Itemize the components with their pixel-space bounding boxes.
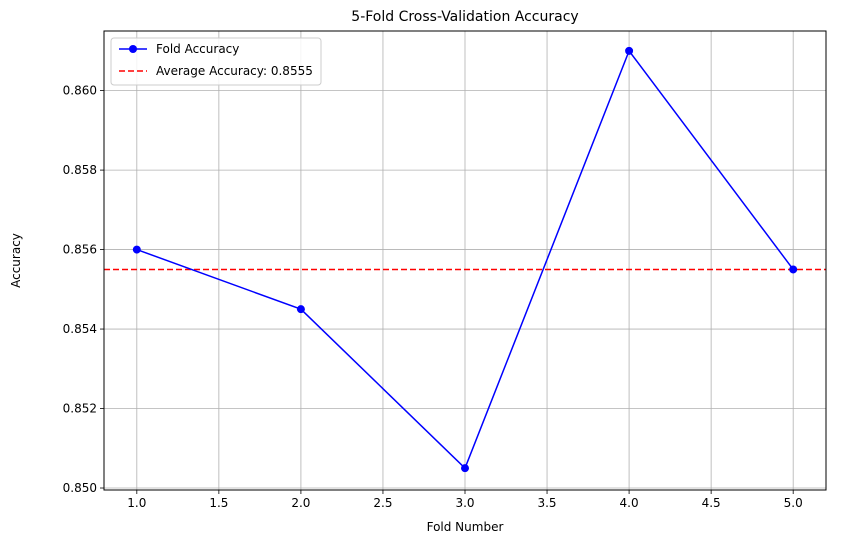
- x-tick-label: 1.0: [127, 496, 146, 510]
- data-point: [461, 464, 469, 473]
- x-axis-label: Fold Number: [427, 520, 504, 534]
- x-tick-label: 3.5: [537, 496, 556, 510]
- x-tick-label: 2.0: [291, 496, 310, 510]
- x-tick-label: 2.5: [373, 496, 392, 510]
- x-tick-label: 1.5: [209, 496, 228, 510]
- y-axis-label: Accuracy: [9, 233, 23, 288]
- legend: Fold Accuracy Average Accuracy: 0.8555: [110, 37, 322, 86]
- y-tick-label: 0.858: [63, 163, 97, 177]
- grid: [104, 31, 826, 490]
- legend-marker-fold-accuracy: [129, 45, 137, 53]
- data-point: [296, 305, 305, 314]
- x-axis-ticks: 1.0 1.5 2.0 2.5 3.0 3.5 4.0 4.5 5.0: [127, 490, 803, 510]
- x-tick-label: 3.0: [455, 496, 474, 510]
- y-tick-label: 0.854: [63, 322, 97, 336]
- y-tick-label: 0.860: [63, 84, 97, 98]
- x-tick-label: 4.0: [620, 496, 639, 510]
- y-axis-ticks: 0.850 0.852 0.854 0.856 0.858 0.860: [63, 84, 104, 495]
- x-tick-label: 5.0: [784, 496, 803, 510]
- y-tick-label: 0.856: [63, 243, 97, 257]
- data-point: [789, 265, 798, 274]
- data-point: [132, 245, 141, 254]
- plot-lines: [104, 46, 826, 473]
- legend-label-fold-accuracy: Fold Accuracy: [156, 42, 239, 56]
- x-tick-label: 4.5: [702, 496, 721, 510]
- chart-title: 5-Fold Cross-Validation Accuracy: [351, 9, 578, 25]
- y-tick-label: 0.850: [63, 481, 97, 495]
- y-tick-label: 0.852: [63, 402, 97, 416]
- data-point: [625, 46, 634, 55]
- legend-label-average-accuracy: Average Accuracy: 0.8555: [156, 64, 313, 78]
- legend-box: [110, 37, 322, 86]
